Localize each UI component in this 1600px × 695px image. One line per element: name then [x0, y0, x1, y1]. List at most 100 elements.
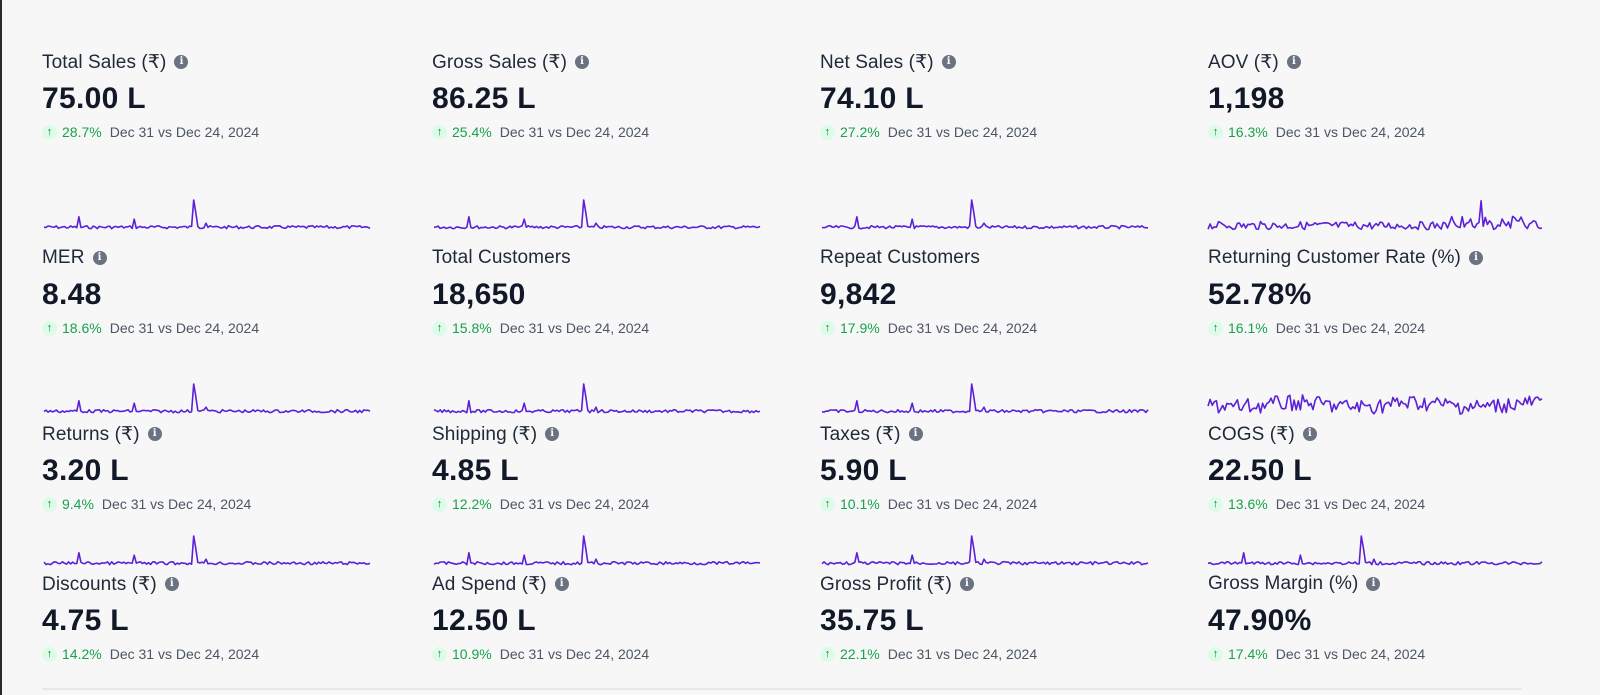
- metric-title: Returning Customer Rate (%): [1208, 247, 1461, 268]
- metric-card-returning-customer-rate[interactable]: Returning Customer Rate (%) i 52.78% ↑ 16.1%…: [1207, 244, 1562, 420]
- info-icon[interactable]: i: [908, 427, 923, 441]
- metric-title: Total Sales (₹): [42, 51, 167, 73]
- comparison-period: Dec 31 vs Dec 24, 2024: [499, 646, 650, 662]
- metric-title-row: Net Sales (₹) i: [820, 48, 1208, 76]
- metric-change-row: ↑ 17.9% Dec 31 vs Dec 24, 2024: [820, 318, 1208, 338]
- change-percent: 28.7%: [62, 124, 102, 140]
- info-icon[interactable]: i: [545, 427, 560, 441]
- sparkline-trend: [43, 199, 371, 230]
- arrow-up-icon: ↑: [42, 496, 57, 512]
- metric-change-row: ↑ 9.4% Dec 31 vs Dec 24, 2024: [42, 494, 432, 514]
- metric-value: 1,198: [1208, 82, 1285, 115]
- metric-value: 52.78%: [1208, 278, 1312, 311]
- metric-title: Gross Profit (₹): [820, 573, 952, 595]
- metric-title-row: Repeat Customers: [820, 244, 1208, 272]
- metric-card-mer[interactable]: MER i 8.48 ↑ 18.6% Dec 31 vs Dec 24, 2024: [42, 244, 432, 420]
- metric-value: 22.50 L: [1208, 454, 1312, 487]
- sparkline-trend: [433, 535, 761, 566]
- info-icon[interactable]: i: [147, 427, 162, 441]
- metric-card-repeat-customers[interactable]: Repeat Customers 9,842 ↑ 17.9% Dec 31 vs Dec…: [820, 244, 1208, 420]
- comparison-period: Dec 31 vs Dec 24, 2024: [109, 646, 260, 662]
- sparkline-trend: [821, 199, 1148, 230]
- sparkline: [1207, 200, 1543, 231]
- metric-card-total-sales[interactable]: Total Sales (₹) i 75.00 L ↑ 28.7% Dec 31 vs D…: [42, 48, 432, 244]
- metric-title: Returns (₹): [42, 423, 140, 445]
- info-icon[interactable]: i: [575, 55, 590, 69]
- metric-value: 4.75 L: [42, 604, 129, 637]
- sparkline: [43, 383, 371, 414]
- metric-card-gross-profit[interactable]: Gross Profit (₹) i 35.75 L ↑ 22.1% Dec 31 vs …: [820, 570, 1208, 695]
- info-icon[interactable]: i: [1468, 251, 1483, 265]
- metric-change-row: ↑ 13.6% Dec 31 vs Dec 24, 2024: [1208, 494, 1562, 514]
- metric-card-ad-spend[interactable]: Ad Spend (₹) i 12.50 L ↑ 10.9% Dec 31 vs Dec …: [432, 570, 820, 695]
- arrow-up-icon: ↑: [820, 124, 835, 140]
- metric-title-row: Gross Sales (₹) i: [432, 48, 820, 76]
- metric-card-total-customers[interactable]: Total Customers 18,650 ↑ 15.8% Dec 31 vs Dec…: [432, 244, 820, 420]
- comparison-period: Dec 31 vs Dec 24, 2024: [887, 646, 1038, 662]
- metric-title: MER: [42, 247, 85, 268]
- metric-card-cogs[interactable]: COGS (₹) i 22.50 L ↑ 13.6% Dec 31 vs Dec 24, …: [1207, 420, 1562, 570]
- metric-change-row: ↑ 16.1% Dec 31 vs Dec 24, 2024: [1208, 318, 1562, 338]
- arrow-up-icon: ↑: [42, 646, 57, 662]
- metric-title-row: AOV (₹) i: [1208, 48, 1562, 76]
- metric-change-row: ↑ 15.8% Dec 31 vs Dec 24, 2024: [432, 318, 820, 338]
- metric-card-gross-sales[interactable]: Gross Sales (₹) i 86.25 L ↑ 25.4% Dec 31 vs D…: [432, 48, 820, 244]
- arrow-up-icon: ↑: [432, 124, 447, 140]
- sparkline-trend: [1207, 394, 1543, 415]
- arrow-up-icon: ↑: [1208, 496, 1223, 512]
- change-percent: 13.6%: [1228, 496, 1268, 512]
- metric-card-returns[interactable]: Returns (₹) i 3.20 L ↑ 9.4% Dec 31 vs Dec 24,…: [42, 420, 432, 570]
- metric-title-row: Returns (₹) i: [42, 420, 432, 448]
- arrow-up-icon: ↑: [432, 320, 447, 336]
- metric-card-net-sales[interactable]: Net Sales (₹) i 74.10 L ↑ 27.2% Dec 31 vs Dec…: [820, 48, 1208, 244]
- comparison-period: Dec 31 vs Dec 24, 2024: [887, 124, 1038, 140]
- sparkline: [1207, 535, 1543, 566]
- metric-change-row: ↑ 14.2% Dec 31 vs Dec 24, 2024: [42, 644, 432, 664]
- arrow-up-icon: ↑: [432, 496, 447, 512]
- info-icon[interactable]: i: [1286, 55, 1301, 69]
- comparison-period: Dec 31 vs Dec 24, 2024: [1275, 320, 1426, 336]
- metric-title-row: Gross Margin (%) i: [1208, 570, 1562, 598]
- metric-card-shipping[interactable]: Shipping (₹) i 4.85 L ↑ 12.2% Dec 31 vs Dec 2…: [432, 420, 820, 570]
- metric-card-aov[interactable]: AOV (₹) i 1,198 ↑ 16.3% Dec 31 vs Dec 24, 202…: [1207, 48, 1562, 244]
- metrics-grid: Total Sales (₹) i 75.00 L ↑ 28.7% Dec 31 vs D…: [42, 48, 1562, 695]
- info-icon[interactable]: i: [941, 55, 956, 69]
- arrow-up-icon: ↑: [1208, 124, 1223, 140]
- metric-title-row: Total Sales (₹) i: [42, 48, 432, 76]
- arrow-up-icon: ↑: [1208, 320, 1223, 336]
- change-percent: 14.2%: [62, 646, 102, 662]
- metric-value: 3.20 L: [42, 454, 129, 487]
- arrow-up-icon: ↑: [42, 320, 57, 336]
- info-icon[interactable]: i: [959, 577, 974, 591]
- sparkline-trend: [43, 383, 371, 414]
- change-percent: 15.8%: [452, 320, 492, 336]
- metric-title: Discounts (₹): [42, 573, 157, 595]
- comparison-period: Dec 31 vs Dec 24, 2024: [887, 320, 1038, 336]
- metric-title-row: Taxes (₹) i: [820, 420, 1208, 448]
- comparison-period: Dec 31 vs Dec 24, 2024: [109, 124, 260, 140]
- info-icon[interactable]: i: [174, 55, 189, 69]
- sparkline: [821, 199, 1148, 230]
- metric-card-gross-margin[interactable]: Gross Margin (%) i 47.90% ↑ 17.4% Dec 31 vs D…: [1208, 570, 1562, 695]
- metric-card-discounts[interactable]: Discounts (₹) i 4.75 L ↑ 14.2% Dec 31 vs Dec …: [42, 570, 432, 695]
- sparkline: [821, 383, 1149, 414]
- change-percent: 17.4%: [1228, 646, 1268, 662]
- change-percent: 12.2%: [452, 496, 492, 512]
- sparkline-trend: [1207, 200, 1543, 231]
- metric-title-row: Shipping (₹) i: [432, 420, 820, 448]
- change-percent: 16.3%: [1228, 124, 1268, 140]
- info-icon[interactable]: i: [554, 577, 569, 591]
- metric-card-taxes[interactable]: Taxes (₹) i 5.90 L ↑ 10.1% Dec 31 vs Dec 24, …: [820, 420, 1208, 570]
- metric-change-row: ↑ 10.9% Dec 31 vs Dec 24, 2024: [432, 644, 820, 664]
- comparison-period: Dec 31 vs Dec 24, 2024: [887, 496, 1038, 512]
- info-icon[interactable]: i: [92, 251, 107, 265]
- metric-change-row: ↑ 17.4% Dec 31 vs Dec 24, 2024: [1208, 644, 1562, 664]
- info-icon[interactable]: i: [1366, 577, 1381, 591]
- metric-title: Repeat Customers: [820, 247, 981, 268]
- comparison-period: Dec 31 vs Dec 24, 2024: [499, 124, 650, 140]
- metric-value: 47.90%: [1208, 604, 1312, 637]
- comparison-period: Dec 31 vs Dec 24, 2024: [499, 496, 650, 512]
- info-icon[interactable]: i: [1302, 427, 1317, 441]
- info-icon[interactable]: i: [164, 577, 179, 591]
